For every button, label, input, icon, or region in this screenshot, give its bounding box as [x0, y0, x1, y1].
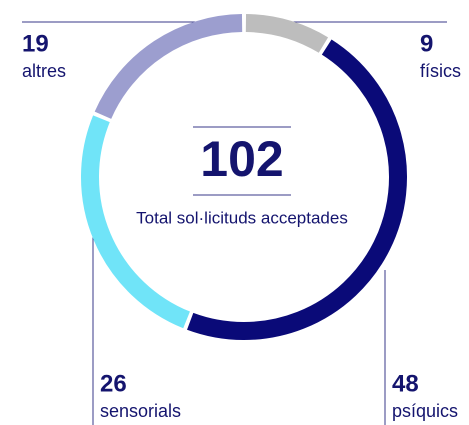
segment-value: 26	[100, 370, 127, 397]
donut-segment	[94, 14, 243, 119]
segment-value: 19	[22, 30, 49, 57]
segment-value: 9	[420, 30, 433, 57]
total-label: Total sol·licituds acceptades	[136, 208, 348, 227]
donut-segment	[245, 14, 329, 53]
total-value: 102	[200, 131, 283, 187]
segment-value: 48	[392, 370, 419, 397]
segment-label: físics	[420, 61, 461, 81]
segment-label: altres	[22, 61, 66, 81]
segment-label: sensorials	[100, 401, 181, 421]
donut-segment	[81, 115, 190, 329]
donut-segment	[187, 39, 407, 340]
segment-label: psíquics	[392, 401, 458, 421]
